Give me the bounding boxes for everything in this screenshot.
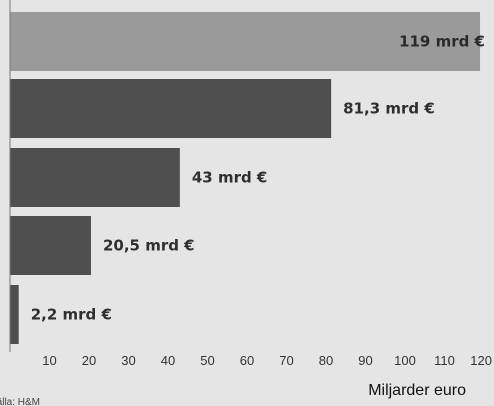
- bar-value-label-3: 20,5 mrd €: [103, 237, 195, 255]
- value-labels-group: 119 mrd € 81,3 mrd € 43 mrd € 20,5 mrd € 2,2…: [31, 33, 485, 324]
- bar-4: [10, 285, 19, 344]
- x-axis-title: Miljarder euro: [368, 382, 466, 399]
- bar-0: [10, 12, 481, 71]
- bar-1: [10, 79, 332, 138]
- x-tick-label-5: 60: [240, 353, 254, 368]
- x-tick-labels-group: 10 20 30 40 50 60 70 80 90 100 110 120: [42, 353, 492, 368]
- x-tick-label-0: 10: [42, 353, 56, 368]
- x-tick-label-1: 20: [82, 353, 96, 368]
- source-note: Källa: H&M: [0, 397, 40, 406]
- bar-2: [10, 148, 180, 207]
- x-tick-label-11: 120: [470, 353, 492, 368]
- x-tick-label-4: 50: [200, 353, 214, 368]
- x-tick-label-6: 70: [279, 353, 293, 368]
- x-tick-label-7: 80: [319, 353, 333, 368]
- bar-value-label-4: 2,2 mrd €: [31, 306, 112, 324]
- x-tick-label-2: 30: [121, 353, 135, 368]
- x-tick-label-10: 110: [434, 353, 455, 368]
- bar-value-label-0: 119 mrd €: [399, 33, 485, 51]
- x-tick-label-8: 90: [358, 353, 372, 368]
- x-tick-label-3: 40: [161, 353, 175, 368]
- bars-group: [10, 12, 481, 344]
- bar-3: [10, 216, 91, 275]
- x-tick-label-9: 100: [394, 353, 416, 368]
- bar-value-label-2: 43 mrd €: [192, 169, 268, 187]
- bar-value-label-1: 81,3 mrd €: [343, 100, 435, 118]
